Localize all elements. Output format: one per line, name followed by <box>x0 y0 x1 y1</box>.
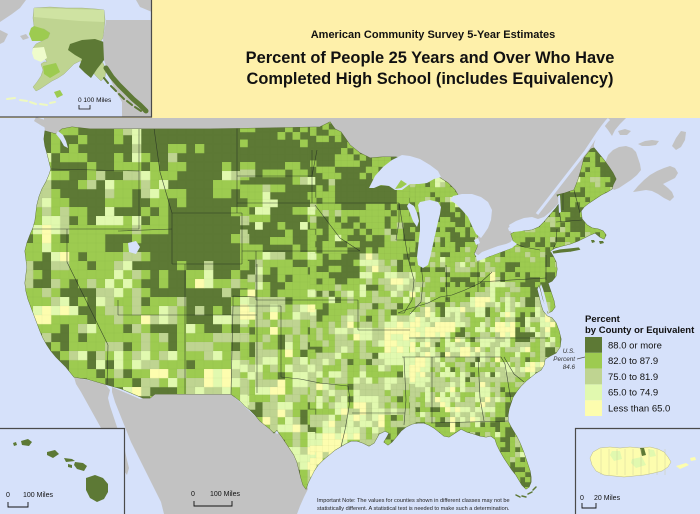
svg-text:65.0 to 74.9: 65.0 to 74.9 <box>608 388 658 399</box>
svg-text:Percent of People 25 Years and: Percent of People 25 Years and Over Who … <box>246 49 615 67</box>
svg-text:20 Miles: 20 Miles <box>594 495 621 502</box>
svg-text:American Community Survey 5-Ye: American Community Survey 5-Year Estimat… <box>311 29 556 41</box>
svg-text:0: 0 <box>191 491 195 498</box>
svg-text:88.0 or more: 88.0 or more <box>608 340 662 351</box>
svg-text:0 100 Miles: 0 100 Miles <box>78 97 112 104</box>
svg-text:100 Miles: 100 Miles <box>210 491 240 498</box>
svg-text:0: 0 <box>6 492 10 499</box>
svg-text:Less than 65.0: Less than 65.0 <box>608 404 670 415</box>
svg-text:statistically different. A st: statistically different. A statistical t… <box>317 506 510 512</box>
svg-text:0: 0 <box>580 495 584 502</box>
svg-text:75.0 to 81.9: 75.0 to 81.9 <box>608 372 658 383</box>
svg-text:84.6: 84.6 <box>563 364 576 371</box>
svg-text:Important Note: The values for: Important Note: The values for counties … <box>317 498 510 504</box>
svg-text:U.S.: U.S. <box>563 348 575 355</box>
svg-text:Completed High School (include: Completed High School (includes Equivale… <box>246 70 613 88</box>
svg-text:82.0 to 87.9: 82.0 to 87.9 <box>608 356 658 367</box>
svg-text:Percent: Percent <box>553 356 575 363</box>
svg-text:100 Miles: 100 Miles <box>23 492 53 499</box>
svg-text:Percent: Percent <box>585 314 621 325</box>
svg-text:by County or Equivalent: by County or Equivalent <box>585 325 695 336</box>
